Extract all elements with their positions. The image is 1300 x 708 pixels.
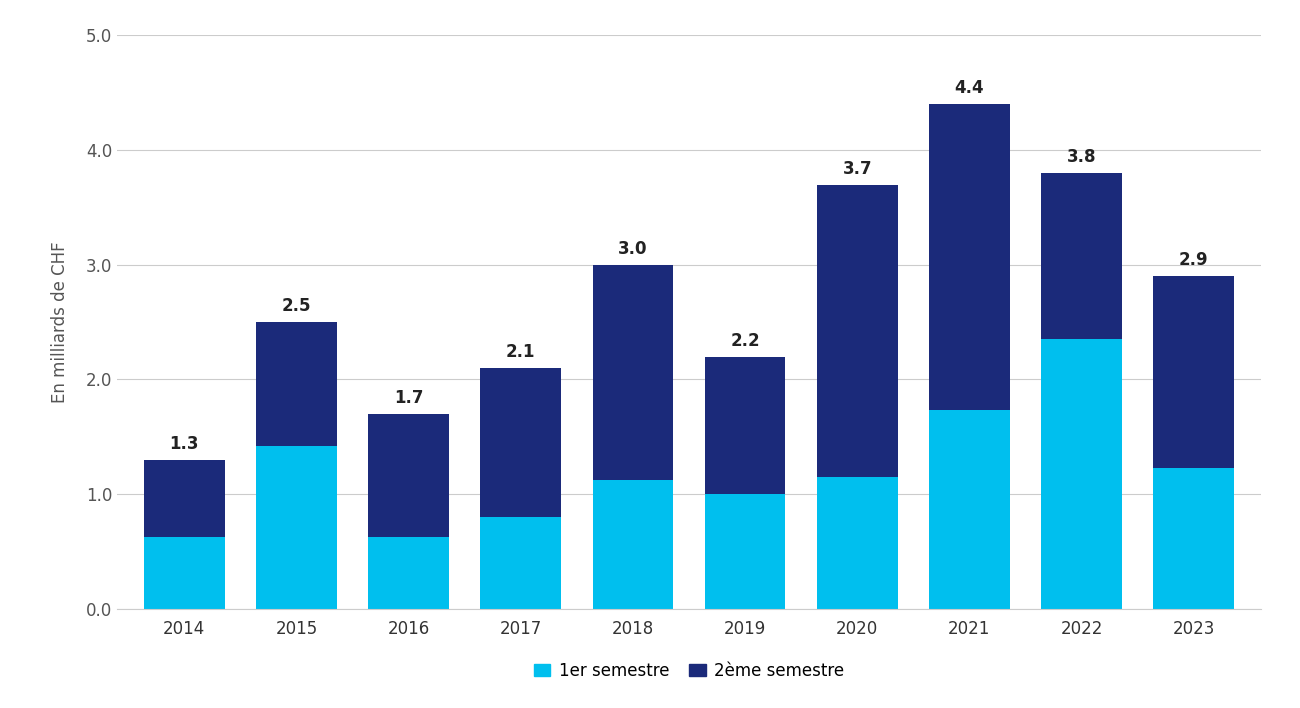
- Bar: [481, 368, 562, 517]
- Bar: [256, 446, 337, 609]
- Bar: [593, 265, 673, 481]
- Y-axis label: En milliards de CHF: En milliards de CHF: [51, 241, 69, 403]
- Bar: [368, 414, 448, 537]
- Bar: [816, 477, 897, 609]
- Bar: [368, 537, 448, 609]
- Text: 3.0: 3.0: [619, 240, 647, 258]
- Text: 2.1: 2.1: [506, 343, 536, 361]
- Text: 1.7: 1.7: [394, 389, 424, 407]
- Text: 3.7: 3.7: [842, 159, 872, 178]
- Bar: [816, 185, 897, 477]
- Bar: [256, 322, 337, 446]
- Text: 2.9: 2.9: [1179, 251, 1209, 269]
- Legend: 1er semestre, 2ème semestre: 1er semestre, 2ème semestre: [526, 655, 852, 687]
- Bar: [930, 411, 1010, 609]
- Bar: [705, 494, 785, 609]
- Bar: [144, 537, 225, 609]
- Text: 1.3: 1.3: [169, 435, 199, 453]
- Bar: [705, 357, 785, 494]
- Text: 2.5: 2.5: [282, 297, 311, 315]
- Bar: [1041, 173, 1122, 339]
- Bar: [1153, 468, 1234, 609]
- Text: 4.4: 4.4: [954, 79, 984, 97]
- Bar: [144, 459, 225, 537]
- Bar: [1041, 339, 1122, 609]
- Text: 3.8: 3.8: [1067, 148, 1096, 166]
- Bar: [1153, 276, 1234, 468]
- Bar: [593, 481, 673, 609]
- Bar: [930, 104, 1010, 411]
- Bar: [481, 517, 562, 609]
- Text: 2.2: 2.2: [731, 331, 760, 350]
